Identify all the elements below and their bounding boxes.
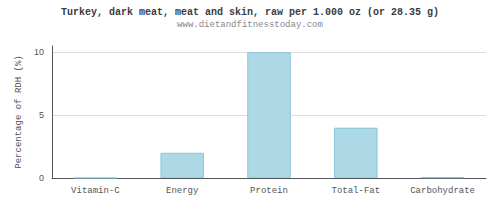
svg-text:Energy: Energy bbox=[166, 186, 199, 196]
svg-text:10: 10 bbox=[34, 47, 44, 57]
svg-text:0: 0 bbox=[39, 173, 44, 183]
svg-text:Turkey, dark meat, meat and sk: Turkey, dark meat, meat and skin, raw pe… bbox=[61, 7, 439, 18]
svg-text:Total-Fat: Total-Fat bbox=[331, 186, 380, 196]
svg-text:Protein: Protein bbox=[250, 186, 288, 196]
svg-text:Percentage of RDH (%): Percentage of RDH (%) bbox=[14, 55, 24, 168]
svg-text:Vitamin-C: Vitamin-C bbox=[71, 186, 120, 196]
svg-text:www.dietandfitnesstoday.com: www.dietandfitnesstoday.com bbox=[177, 20, 323, 30]
svg-text:Carbohydrate: Carbohydrate bbox=[410, 186, 475, 196]
svg-text:5: 5 bbox=[39, 110, 44, 120]
